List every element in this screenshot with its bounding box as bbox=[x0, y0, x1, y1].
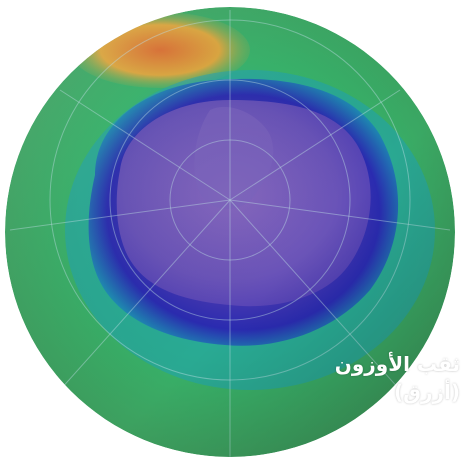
caption-line-1: ثقب الأوزون bbox=[334, 352, 460, 376]
caption-line-2: (أزرق) bbox=[393, 380, 460, 404]
globe-shading bbox=[5, 7, 455, 457]
ozone-hole-caption: ثقب الأوزون (أزرق) bbox=[334, 350, 460, 406]
